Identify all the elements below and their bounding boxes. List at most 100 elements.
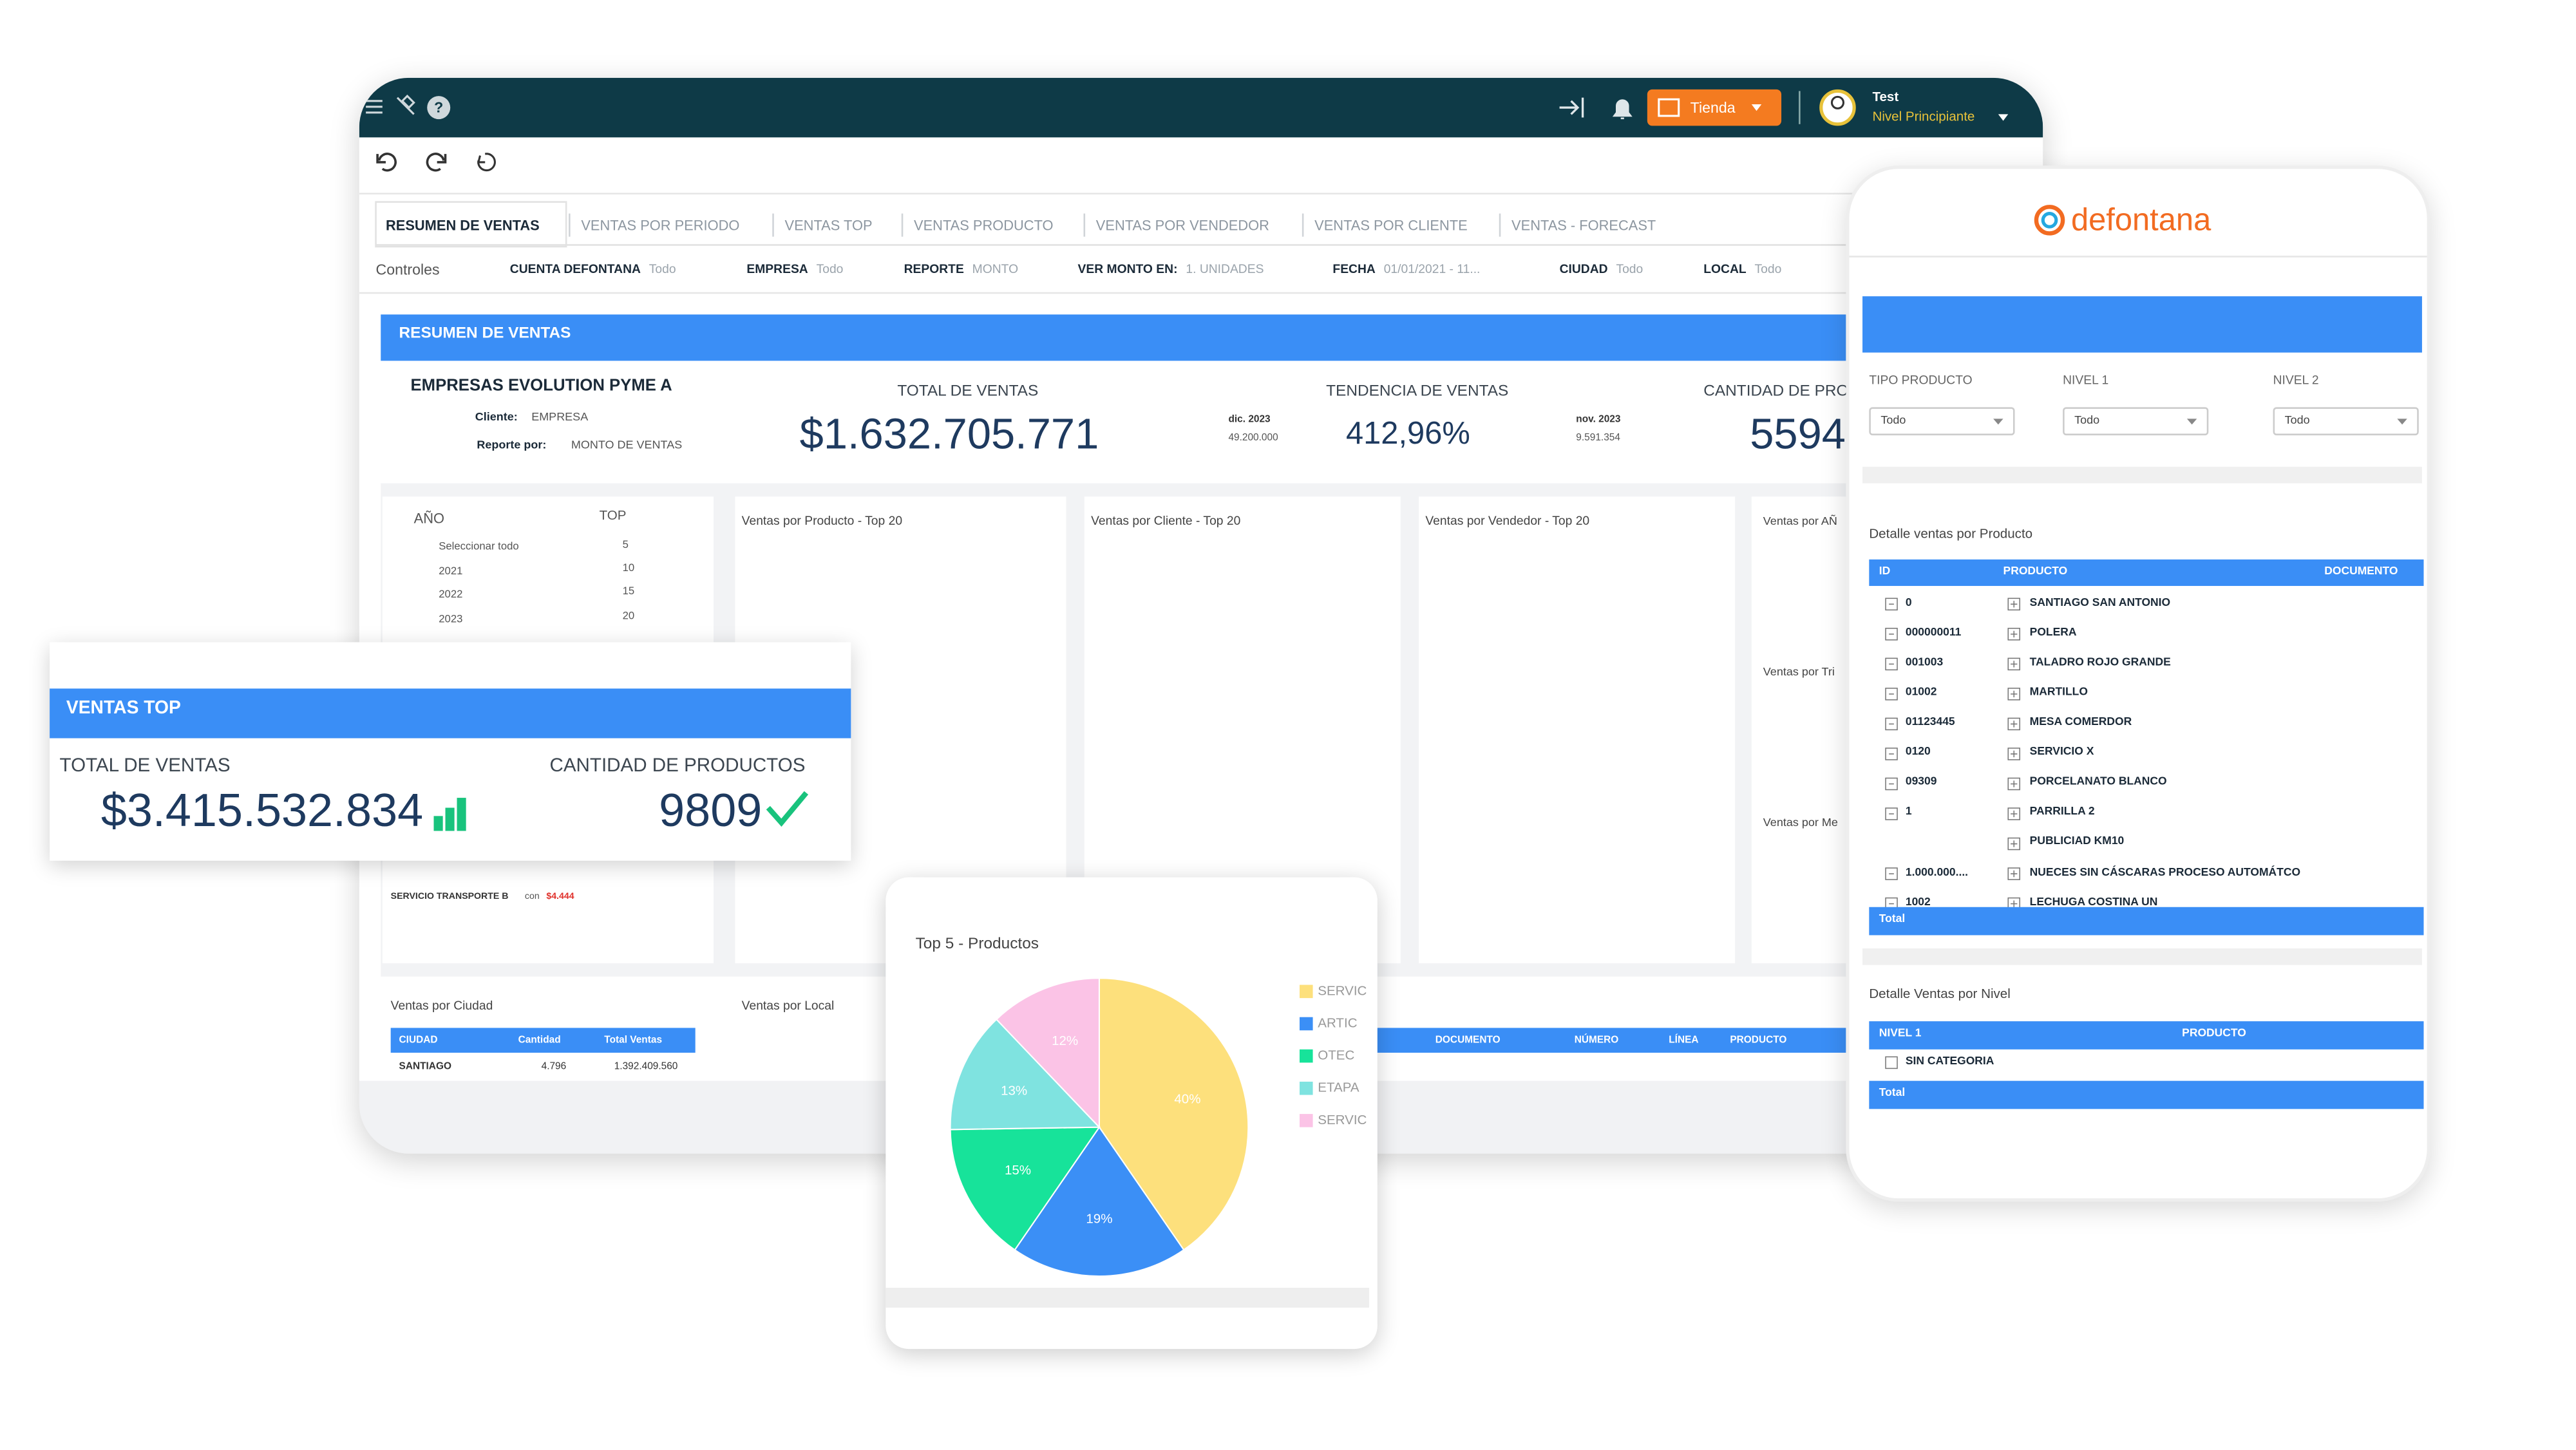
note-product: SERVICIO TRANSPORTE B	[390, 892, 509, 903]
check-icon	[766, 791, 809, 827]
expander-plus	[2011, 720, 2018, 728]
kpi-value: 9809	[659, 784, 762, 836]
control-name: EMPRESA	[746, 261, 808, 277]
table-cell: SIN CATEGORIA	[1905, 1055, 1994, 1068]
table-cell: 1.392.409.560	[614, 1062, 678, 1073]
expander-icon	[1885, 598, 1898, 611]
tab: VENTAS TOP	[784, 216, 873, 233]
logo-ring	[2034, 205, 2065, 236]
table-cell: 0120	[1905, 746, 1931, 758]
expander-icon	[2007, 837, 2021, 851]
kpi-period-value: 49.200.000	[1228, 433, 1278, 444]
gray-bar	[1862, 948, 2422, 965]
expander-icon	[1885, 777, 1898, 791]
gray-bar	[1862, 466, 2422, 484]
table-header	[1374, 1028, 1855, 1053]
expander-icon	[2007, 867, 2021, 880]
panel	[1751, 496, 1855, 964]
table-cell: TALADRO ROJO GRANDE	[2029, 657, 2171, 669]
store-label: Tienda	[1690, 98, 1736, 115]
top-option: 15	[622, 586, 635, 598]
dropdown-caret	[1993, 419, 2003, 425]
dropdown	[1869, 407, 2015, 436]
table-header-cell: NIVEL 1	[1879, 1027, 1922, 1039]
dropdown-caret	[2397, 419, 2407, 425]
expander-icon	[1885, 628, 1898, 641]
table-header-cell: PRODUCTO	[2003, 565, 2068, 578]
table-header-cell: ID	[1879, 565, 1891, 578]
store-caret	[1751, 104, 1762, 111]
dropdown	[2273, 407, 2419, 436]
year-option: 2023	[439, 614, 463, 626]
table-cell: POLERA	[2029, 626, 2077, 639]
graphics-group	[433, 791, 809, 831]
expander-plus	[2011, 661, 2018, 668]
expander-icon	[2007, 657, 2021, 671]
table-cell: MESA COMERDOR	[2029, 717, 2132, 729]
table-header-cell: LÍNEA	[1669, 1035, 1699, 1046]
table-title: Ventas por Ciudad	[390, 998, 493, 1013]
kpi-period: nov. 2023	[1576, 415, 1621, 426]
reset-icon	[477, 153, 496, 172]
logo-text: defontana	[2070, 202, 2211, 238]
expander-icon	[2007, 598, 2021, 611]
year-option: 2022	[439, 589, 463, 601]
expander-plus	[2011, 810, 2018, 818]
dropdown-caret	[2186, 419, 2197, 425]
control-name: VER MONTO EN:	[1077, 261, 1178, 277]
tab: VENTAS POR PERIODO	[581, 216, 740, 233]
control-value: 01/01/2021 - 11...	[1383, 261, 1481, 277]
legend-swatch	[1299, 1049, 1313, 1063]
control-value: Todo	[1616, 261, 1643, 277]
table-header-cell: PRODUCTO	[2182, 1027, 2246, 1039]
expander-icon	[1885, 717, 1898, 731]
expander-icon	[1885, 867, 1898, 880]
table-cell: 09309	[1905, 777, 1937, 789]
summary-kpi-area	[381, 361, 1855, 484]
store-button	[1647, 89, 1782, 126]
control-value: Todo	[649, 261, 676, 277]
pie-slice	[1014, 1125, 1185, 1277]
expander-plus	[2011, 870, 2018, 878]
expander-icon	[2007, 628, 2021, 641]
legend-label: ETAPA	[1318, 1080, 1359, 1095]
table-cell: LECHUGA COSTINA UN	[2029, 896, 2158, 909]
table-cell: 4.796	[541, 1062, 567, 1073]
slice-label: 15%	[1005, 1163, 1031, 1178]
slice-label: 13%	[1001, 1084, 1027, 1098]
graphics-group	[1849, 205, 2427, 1069]
chart-title: Ventas por Producto - Top 20	[741, 513, 903, 529]
graphics-group: 40% SERVIC 19% ARTIC 15% OTEC 13% ETAPA 12% SERVI…	[949, 977, 1367, 1277]
legend-swatch	[1299, 984, 1313, 999]
expander-icon	[1885, 1056, 1898, 1069]
table-header-cell: PRODUCTO	[1730, 1035, 1787, 1046]
graphics-layer	[1849, 205, 2427, 1069]
expander-plus	[2011, 690, 2018, 698]
expander-icon	[2007, 807, 2021, 820]
active-tab	[375, 201, 567, 248]
expander-plus	[2011, 840, 2018, 847]
legend-label: SERVIC	[1318, 983, 1367, 998]
control-value: MONTO	[972, 261, 1019, 277]
year-option: Seleccionar todo	[439, 541, 519, 554]
help-glyph: ?	[434, 99, 443, 115]
tab: RESUMEN DE VENTAS	[385, 216, 540, 233]
table-cell: NUECES SIN CÁSCARAS PROCESO AUTOMÁTCO	[2029, 866, 2301, 878]
user-name: Test	[1872, 89, 1899, 104]
table-cell: 000000011	[1905, 626, 1962, 639]
report-label: Reporte por:	[477, 439, 547, 451]
tab: VENTAS - FORECAST	[1511, 216, 1656, 233]
table-title: Detalle ventas por Producto	[1869, 526, 2033, 541]
expander-icon	[2007, 748, 2021, 760]
dropdown-value: Todo	[2074, 415, 2100, 428]
table-header-cell: Total Ventas	[604, 1035, 663, 1046]
panel	[1419, 496, 1736, 964]
client-value: EMPRESA	[531, 411, 589, 423]
table-cell: PARRILLA 2	[2029, 806, 2095, 818]
chart-title: Ventas por Me	[1763, 816, 1838, 829]
filter-label: AÑO	[413, 509, 445, 526]
tab: VENTAS PRODUCTO	[914, 216, 1054, 233]
table-cell: 1002	[1905, 896, 1931, 909]
table-cell: 01123445	[1905, 717, 1955, 729]
